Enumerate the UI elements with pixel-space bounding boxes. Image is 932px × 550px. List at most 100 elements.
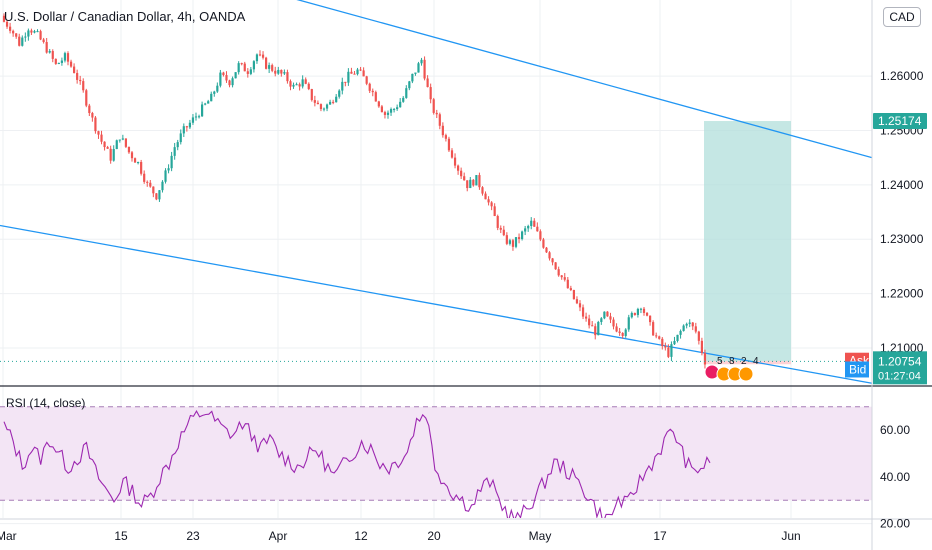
candle-body (106, 147, 109, 149)
candle-body (578, 303, 582, 308)
currency-badge[interactable]: CAD (883, 7, 921, 27)
candle-body (469, 179, 472, 189)
candle-body (30, 30, 33, 33)
candle-body (591, 325, 594, 327)
candle-body (658, 336, 661, 339)
candle-body (204, 103, 207, 105)
candle-body (475, 175, 478, 186)
candle-body (667, 347, 670, 357)
trend-channel[interactable] (0, 0, 872, 384)
candle-body (447, 138, 451, 151)
candle-body (127, 146, 131, 153)
candle-body (600, 318, 603, 322)
candle-body (502, 229, 505, 236)
candle-body (258, 54, 262, 56)
candle-body (673, 340, 676, 345)
candle-body (362, 70, 365, 77)
candle-body (328, 101, 332, 105)
candle-body (237, 63, 240, 73)
candle-body (341, 81, 344, 91)
candle-body (18, 36, 21, 46)
candle-body (51, 51, 54, 59)
candle-body (295, 84, 298, 86)
candle-body (219, 72, 222, 86)
candle-body (652, 322, 655, 336)
event-circle-icon (738, 366, 754, 382)
candle-body (216, 85, 219, 92)
candle-body (325, 104, 329, 109)
candle-body (231, 78, 234, 86)
candle-body (335, 96, 338, 103)
candle-body (124, 138, 128, 147)
countdown-label: 01:27:04 (878, 370, 921, 382)
candle-body (155, 193, 158, 200)
candle-body (264, 57, 268, 69)
rsi-pane (0, 406, 872, 518)
candle-body (533, 220, 536, 227)
candle-body (243, 63, 246, 72)
candle-body (359, 69, 362, 71)
channel-upper-line (296, 0, 872, 159)
candle-body (173, 147, 176, 156)
candle-body (42, 39, 45, 43)
candle-body (423, 59, 426, 79)
candle-body (396, 107, 399, 110)
candle-body (514, 237, 518, 247)
candle-body (261, 54, 265, 58)
time-tick-label: Jun (781, 529, 800, 543)
candle-body (60, 60, 64, 63)
candle-body (91, 113, 94, 118)
candle-body (569, 288, 572, 291)
candle-body (286, 72, 289, 82)
candle-body (353, 73, 356, 75)
candle-body (191, 117, 195, 123)
candle-body (633, 313, 636, 315)
candle-body (566, 279, 569, 289)
candle-body (581, 307, 585, 317)
candle-body (642, 308, 646, 313)
candle-body (621, 333, 624, 336)
candlestick-series (0, 13, 872, 369)
candle-body (277, 69, 280, 74)
price-tick-label: 1.24000 (880, 178, 924, 192)
candle-body (197, 116, 201, 118)
candle-body (389, 109, 393, 113)
candle-body (118, 139, 121, 141)
candle-body (606, 311, 609, 317)
candle-body (481, 187, 484, 194)
candle-body (63, 53, 67, 61)
candle-body (694, 326, 697, 332)
price-tags: 1.251741.207651.204941.207441.2075401:27… (845, 113, 927, 385)
candle-body (15, 33, 18, 37)
price-tick-label: 1.23000 (880, 232, 924, 246)
candle-body (386, 112, 390, 115)
candle-body (383, 112, 387, 115)
candle-body (530, 220, 533, 226)
candle-body (460, 170, 463, 177)
candle-body (664, 346, 667, 348)
candle-body (200, 104, 204, 117)
candle-body (310, 89, 313, 101)
candle-body (520, 231, 524, 240)
candle-body (685, 323, 688, 326)
candle-body (450, 150, 454, 158)
candle-body (603, 311, 606, 319)
candle-body (167, 168, 170, 171)
candle-body (371, 90, 374, 93)
candle-body (143, 173, 146, 182)
time-tick-label: 23 (186, 529, 200, 543)
candle-body (414, 72, 417, 74)
candle-body (655, 335, 658, 337)
event-digit: 5 (717, 356, 723, 367)
event-digit: 4 (753, 356, 759, 367)
candle-body (594, 326, 597, 336)
candle-body (618, 331, 621, 334)
channel-lower-line (0, 224, 872, 384)
position-tool[interactable] (704, 121, 791, 365)
candle-body (338, 90, 341, 97)
candle-body (5, 21, 9, 27)
candle-body (365, 76, 368, 84)
candle-body (66, 53, 70, 62)
